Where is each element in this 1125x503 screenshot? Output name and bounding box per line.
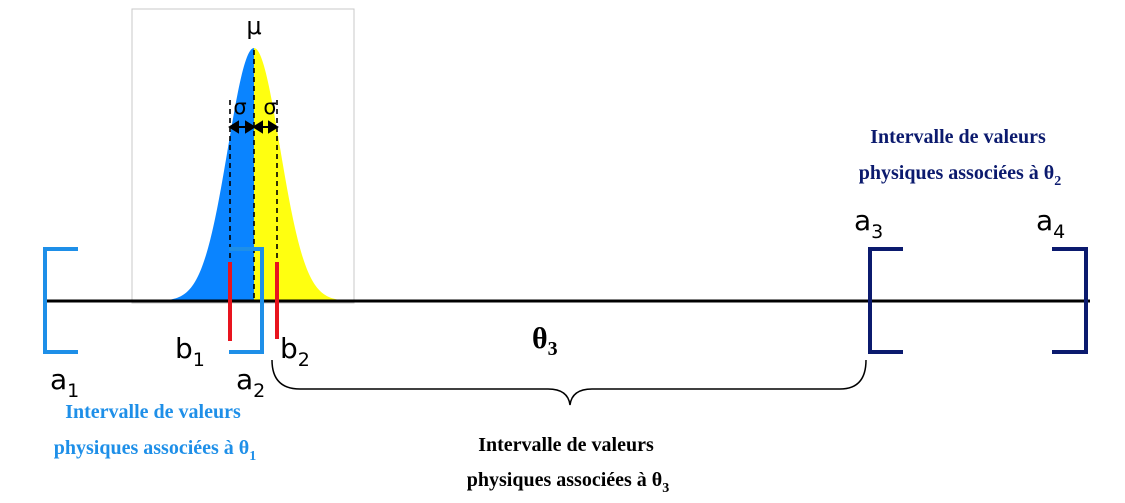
a4-right-bracket [1052,247,1088,354]
svg-text:Intervalle de valeurs: Intervalle de valeurs [478,434,654,456]
b1-label: b1 [175,332,205,371]
sigma-right-label: σ [263,95,276,119]
sigma-left-label: σ [233,95,246,119]
mu-label: μ [246,12,261,40]
svg-text:Intervalle de valeurs: Intervalle de valeurs [870,126,1046,148]
svg-text:physiques associées à θ2: physiques associées à θ2 [859,162,1061,189]
a1-left-bracket [43,247,78,354]
sigma-right-arrow [252,120,279,134]
b2-label: b2 [280,332,310,371]
a3-label: a3 [854,204,883,243]
gaussian-right-half [254,48,352,301]
gaussian-left-half [140,48,254,301]
theta3-caption: Intervalle de valeurs physiques associée… [467,434,669,496]
a2-right-bracket [229,247,264,354]
theta2-caption: Intervalle de valeurs physiques associée… [859,126,1061,189]
sigma-left-arrow [228,120,256,134]
svg-text:physiques associées à θ3: physiques associées à θ3 [467,469,669,496]
svg-text:physiques associées à θ1: physiques associées à θ1 [54,437,256,464]
theta3-brace [271,359,867,406]
a4-label: a4 [1036,204,1065,243]
a3-left-bracket [868,247,903,354]
theta1-caption: Intervalle de valeurs physiques associée… [54,401,256,464]
a2-label: a2 [236,363,265,402]
svg-text:Intervalle de valeurs: Intervalle de valeurs [65,401,241,423]
theta3-axis-label: θ3 [532,322,558,360]
a1-label: a1 [50,363,79,402]
